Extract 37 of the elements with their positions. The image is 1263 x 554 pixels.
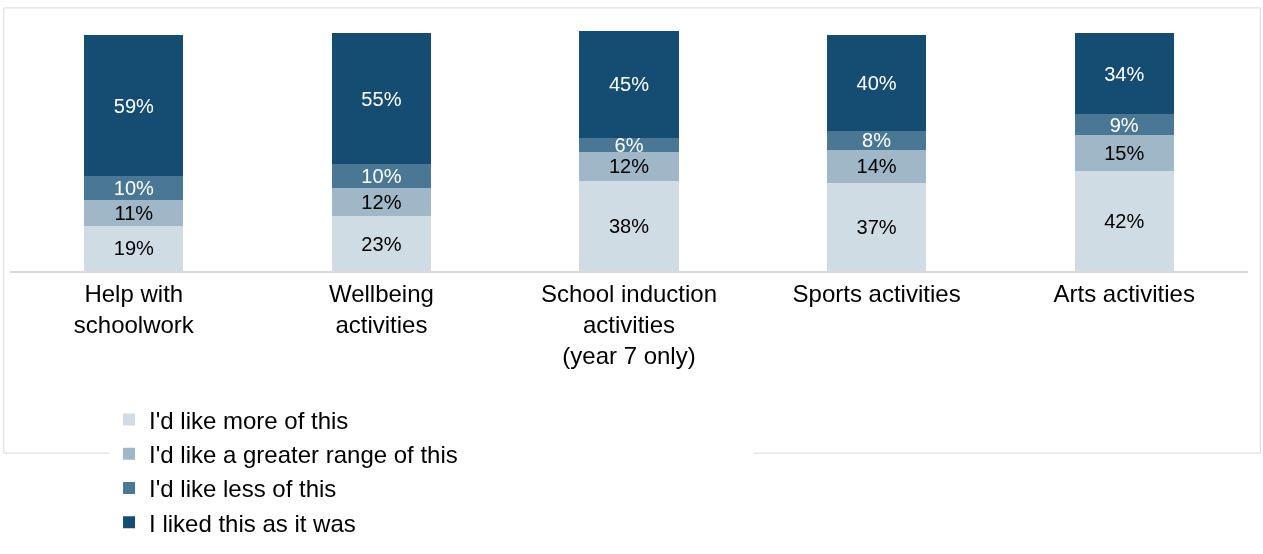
data-label: 40%	[856, 72, 897, 95]
data-label: 9%	[1109, 113, 1139, 136]
bar	[579, 152, 679, 181]
data-label: 6%	[614, 133, 644, 156]
data-label: 38%	[608, 214, 650, 237]
x-tick-label: Help with schoolwork	[73, 279, 195, 338]
bar	[1074, 135, 1174, 172]
legend-label: I'd like less of this	[149, 475, 337, 503]
bar	[331, 33, 431, 164]
data-label: 42%	[1104, 210, 1145, 233]
data-label: 34%	[1104, 62, 1145, 85]
data-label: 12%	[361, 191, 402, 214]
x-tick-label: School induction activities (year 7 only)	[540, 279, 718, 369]
data-label: 10%	[361, 164, 402, 187]
legend-label: I'd like more of this	[149, 406, 349, 434]
bar	[84, 35, 184, 176]
bar	[1074, 33, 1174, 114]
data-label: 11%	[114, 201, 154, 224]
data-label: 59%	[113, 94, 155, 117]
data-label: 10%	[113, 176, 155, 199]
bar	[827, 35, 927, 131]
data-label: 12%	[608, 155, 650, 178]
x-tick-label: Arts activities	[1053, 279, 1195, 307]
bar	[827, 149, 927, 183]
data-label: 55%	[361, 87, 402, 110]
legend-label: I liked this as it was	[149, 509, 356, 537]
data-label: 37%	[856, 216, 897, 239]
data-label: 45%	[608, 73, 650, 96]
data-label: 23%	[361, 232, 402, 255]
data-label: 15%	[1104, 142, 1145, 165]
x-tick-label: Wellbeing activities	[328, 279, 434, 338]
data-label: 14%	[856, 155, 897, 178]
data-label: 8%	[862, 129, 892, 152]
x-tick-label: Sports activities	[792, 279, 961, 307]
legend-label: I'd like a greater range of this	[149, 441, 458, 469]
data-label: 19%	[113, 237, 155, 260]
bar	[579, 30, 679, 138]
